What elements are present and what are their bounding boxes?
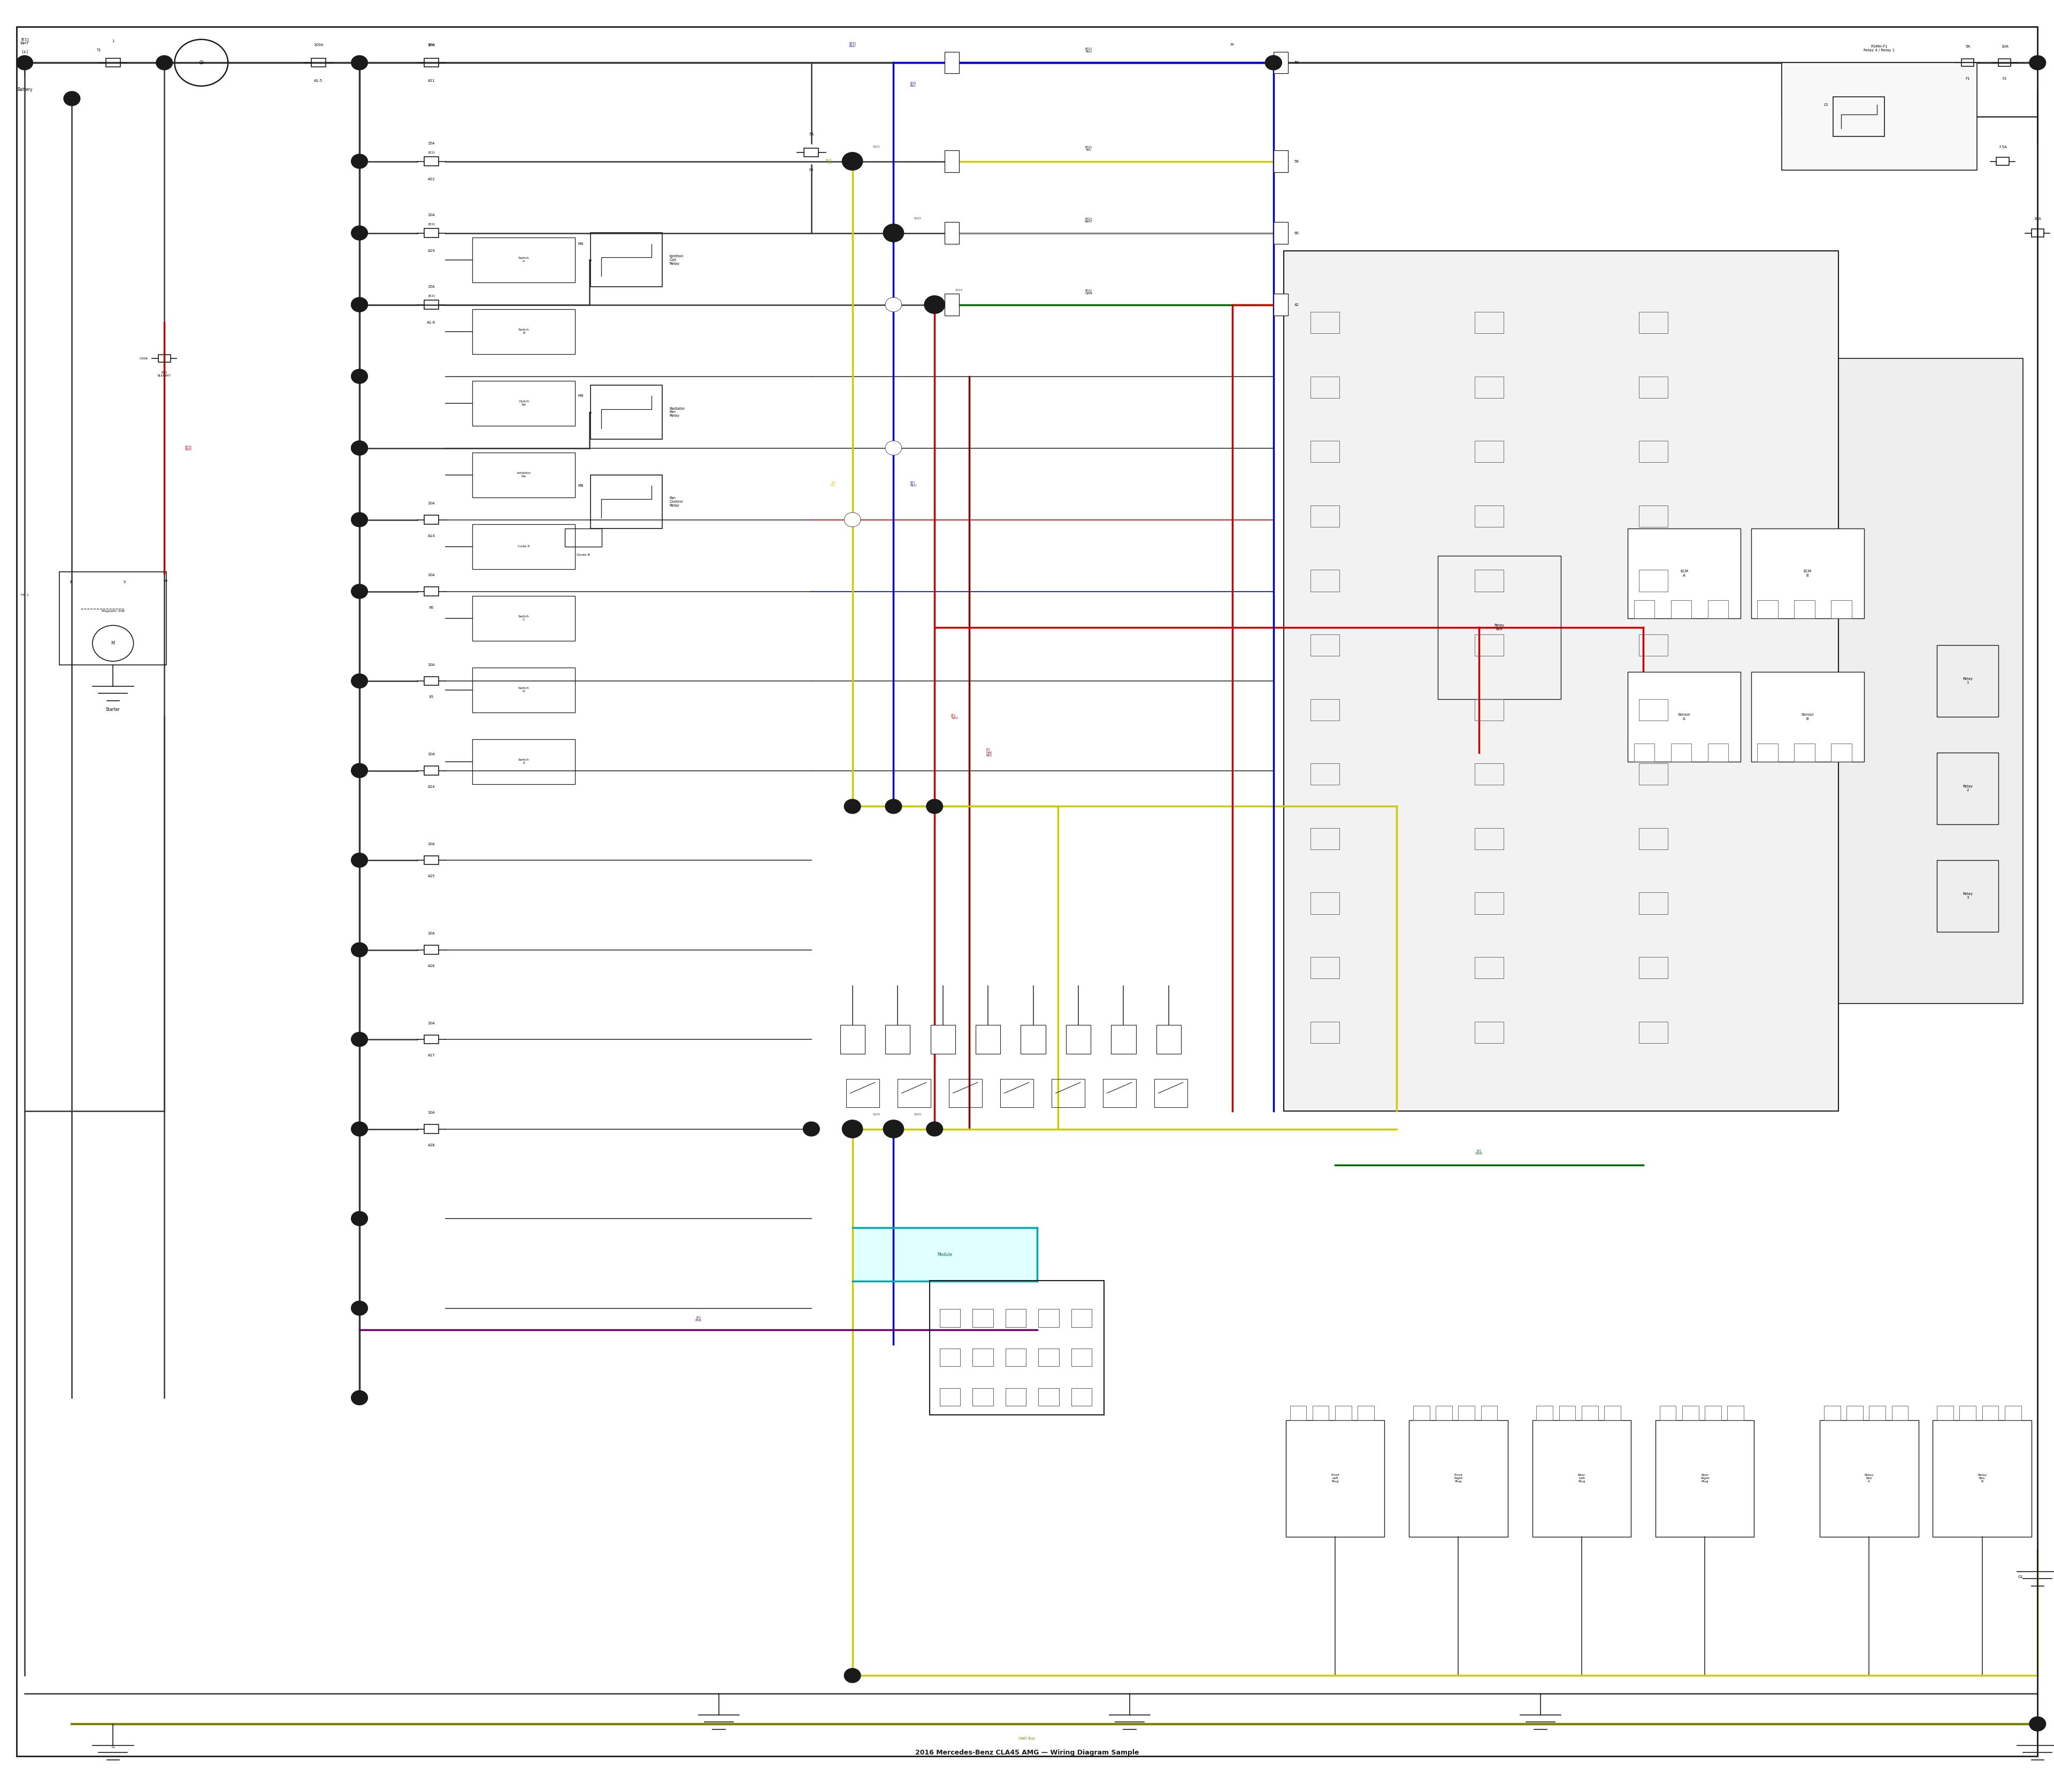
Text: F2: F2 <box>2003 77 2007 81</box>
Bar <box>1475 505 1504 527</box>
Bar <box>1475 441 1504 462</box>
Text: Relay
Box
A: Relay Box A <box>1865 1475 1873 1482</box>
Text: Relay
Box: Relay Box <box>1495 624 1504 631</box>
Circle shape <box>885 297 902 312</box>
Bar <box>1937 753 1999 824</box>
Circle shape <box>351 674 368 688</box>
Circle shape <box>883 224 904 242</box>
Bar <box>1438 556 1561 699</box>
Bar <box>1072 1348 1093 1366</box>
Bar <box>846 1079 879 1107</box>
Circle shape <box>885 799 902 814</box>
Text: 10A: 10A <box>427 1021 435 1025</box>
Text: Clutch
Sw: Clutch Sw <box>518 400 530 407</box>
Bar <box>1996 158 2009 165</box>
Bar <box>1335 1405 1352 1419</box>
Bar <box>1284 251 1838 1111</box>
Bar <box>1103 1079 1136 1107</box>
Bar <box>1310 505 1339 527</box>
Bar <box>423 1125 438 1133</box>
Bar <box>1310 763 1339 785</box>
Text: S205: S205 <box>914 1113 922 1116</box>
Bar <box>949 1079 982 1107</box>
Bar <box>1532 1419 1631 1538</box>
Bar <box>1758 744 1779 762</box>
Text: ECM
A: ECM A <box>1680 570 1688 577</box>
Bar <box>1475 892 1504 914</box>
Text: [E2]
BLU: [E2] BLU <box>910 81 916 88</box>
Text: [E2]
BLU: [E2] BLU <box>1085 47 1093 54</box>
Bar <box>312 59 325 66</box>
Bar <box>107 59 119 66</box>
Text: A28: A28 <box>427 1143 435 1147</box>
Bar <box>423 59 438 66</box>
Bar <box>1750 672 1865 762</box>
Text: [E2]: [E2] <box>427 151 435 154</box>
Bar <box>1847 1405 1863 1419</box>
Bar <box>1039 1387 1060 1405</box>
Text: Relay
1: Relay 1 <box>1964 677 1972 685</box>
Bar <box>1310 892 1339 914</box>
Circle shape <box>844 513 861 527</box>
Bar <box>1039 1348 1060 1366</box>
Text: [E3]
BLK/WHT: [E3] BLK/WHT <box>158 371 170 376</box>
Text: T1: T1 <box>97 48 101 52</box>
Bar <box>1824 1405 1840 1419</box>
Bar <box>423 588 438 595</box>
Bar <box>2031 229 2044 237</box>
Text: S202: S202 <box>914 217 922 220</box>
Circle shape <box>885 441 902 455</box>
Bar <box>1273 151 1288 172</box>
Bar <box>423 946 438 953</box>
Text: A26: A26 <box>427 964 435 968</box>
Bar <box>472 237 575 281</box>
Bar <box>974 1308 994 1326</box>
Circle shape <box>351 297 368 312</box>
Circle shape <box>842 1120 863 1138</box>
Text: A22: A22 <box>427 177 435 181</box>
Bar <box>1072 1308 1093 1326</box>
Text: 7.5A: 7.5A <box>1999 145 2007 149</box>
Bar <box>945 294 959 315</box>
Bar <box>1559 1405 1575 1419</box>
Text: Front
Right
Plug: Front Right Plug <box>1454 1475 1462 1482</box>
Text: Module: Module <box>937 1253 953 1256</box>
Text: Code 8: Code 8 <box>518 545 530 548</box>
Bar <box>1021 1025 1045 1054</box>
Text: S: S <box>123 581 125 584</box>
Bar <box>1310 957 1339 978</box>
Text: A1-5: A1-5 <box>314 79 322 82</box>
Bar <box>1475 763 1504 785</box>
Bar <box>423 158 438 165</box>
Text: A21: A21 <box>427 79 435 82</box>
Bar <box>1639 763 1668 785</box>
Bar <box>1310 1021 1339 1043</box>
Text: Relay
3: Relay 3 <box>1964 892 1972 900</box>
Bar <box>1273 222 1288 244</box>
Text: [E2]: [E2] <box>427 294 435 297</box>
Text: Switch
C: Switch C <box>518 615 530 622</box>
Circle shape <box>926 799 943 814</box>
Bar <box>1999 59 2011 66</box>
Bar <box>1111 1025 1136 1054</box>
Bar <box>1639 570 1668 591</box>
Bar <box>1639 634 1668 656</box>
Bar <box>423 1036 438 1043</box>
Bar <box>1475 1021 1504 1043</box>
Bar <box>1962 59 1974 66</box>
Bar <box>1475 957 1504 978</box>
Text: T4  1: T4 1 <box>21 593 29 597</box>
Circle shape <box>16 56 33 70</box>
Bar <box>1475 570 1504 591</box>
Bar <box>1795 744 1816 762</box>
Text: A1-6: A1-6 <box>427 321 435 324</box>
Circle shape <box>926 297 943 312</box>
Text: 10A: 10A <box>427 753 435 756</box>
Bar <box>1639 505 1668 527</box>
Circle shape <box>351 943 368 957</box>
Bar <box>1072 1387 1093 1405</box>
Text: Sensor
A: Sensor A <box>1678 713 1690 720</box>
Text: 10A: 10A <box>427 1111 435 1115</box>
Bar <box>1933 1419 2031 1538</box>
Bar <box>1709 744 1729 762</box>
